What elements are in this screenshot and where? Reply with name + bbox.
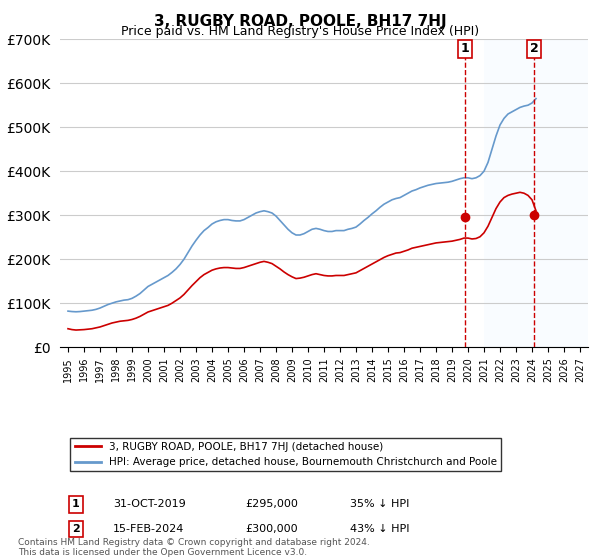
Text: Contains HM Land Registry data © Crown copyright and database right 2024.
This d: Contains HM Land Registry data © Crown c… xyxy=(18,538,370,557)
Text: 31-OCT-2019: 31-OCT-2019 xyxy=(113,500,185,509)
Text: 1: 1 xyxy=(72,500,80,509)
Text: 35% ↓ HPI: 35% ↓ HPI xyxy=(350,500,410,509)
Text: 15-FEB-2024: 15-FEB-2024 xyxy=(113,524,184,534)
Text: 1: 1 xyxy=(461,43,470,55)
Text: 3, RUGBY ROAD, POOLE, BH17 7HJ: 3, RUGBY ROAD, POOLE, BH17 7HJ xyxy=(154,14,446,29)
Bar xyxy=(484,39,588,347)
Text: £295,000: £295,000 xyxy=(245,500,298,509)
Text: 2: 2 xyxy=(72,524,80,534)
Text: £300,000: £300,000 xyxy=(245,524,298,534)
Legend: 3, RUGBY ROAD, POOLE, BH17 7HJ (detached house), HPI: Average price, detached ho: 3, RUGBY ROAD, POOLE, BH17 7HJ (detached… xyxy=(70,438,501,472)
Text: 2: 2 xyxy=(530,43,538,55)
Text: 43% ↓ HPI: 43% ↓ HPI xyxy=(350,524,410,534)
Text: Price paid vs. HM Land Registry's House Price Index (HPI): Price paid vs. HM Land Registry's House … xyxy=(121,25,479,38)
